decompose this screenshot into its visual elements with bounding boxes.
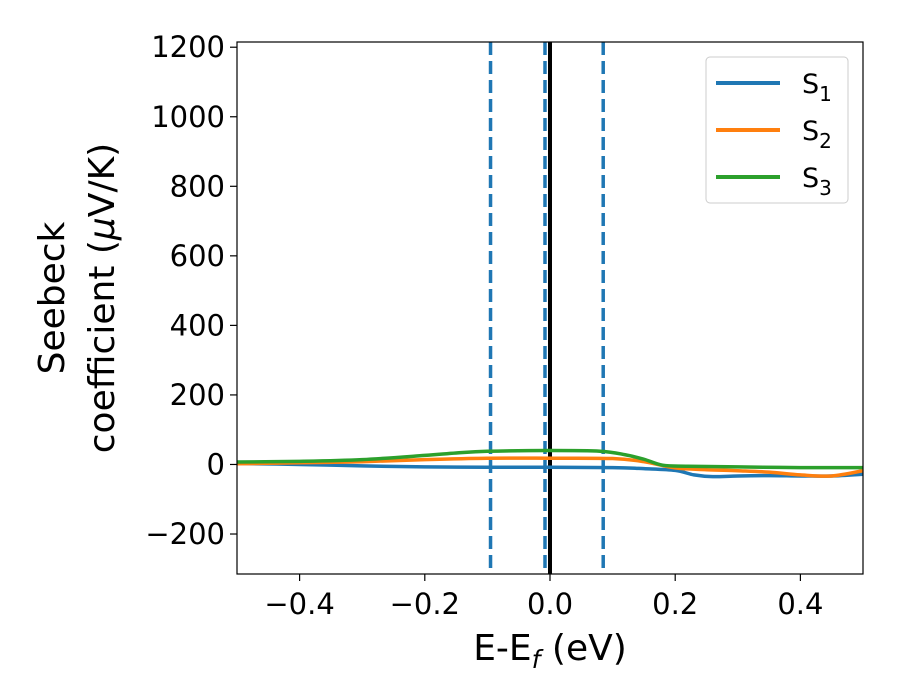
legend-label-s2: S2 [802,116,832,153]
series-line-s2 [237,456,863,478]
y-tick-label: 0 [207,447,225,481]
y-tick-label: 400 [170,308,225,342]
x-axis-label: E-Ef (eV) [473,628,627,674]
legend-label-s1: S1 [802,69,832,106]
y-axis-label-line1: Seebeck [32,221,73,374]
x-ticks: −0.4 −0.2 0.0 0.2 0.4 [264,574,823,621]
x-tick-label: −0.4 [264,587,334,621]
legend: S1 S2 S3 [705,56,849,204]
y-tick-label: 800 [170,169,225,203]
y-axis-label-line2: coefficient (μV/K) [82,143,123,453]
y-ticks: −200 0 200 400 600 800 1000 1200 [145,30,237,551]
x-tick-label: 0.0 [527,587,573,621]
y-axis-label-prefix: coefficient ( [82,240,123,453]
legend-label-s3: S3 [802,163,832,200]
y-axis-label-mu: μ [82,217,123,241]
series-line-s1 [237,461,863,479]
y-tick-label: −200 [145,517,225,551]
y-tick-label: 200 [170,378,225,412]
x-tick-label: 0.4 [777,587,823,621]
x-axis-label-unit: (eV) [540,628,626,669]
x-tick-label: 0.2 [652,587,698,621]
y-tick-label: 1000 [151,100,225,134]
series-lines [237,448,863,479]
y-axis-label-suffix: V/K) [82,143,123,217]
x-axis-label-main: E-E [473,628,531,669]
y-axis-label: Seebeck coefficient (μV/K) [32,143,123,453]
y-tick-label: 600 [170,239,225,273]
x-tick-label: −0.2 [390,587,460,621]
y-tick-label: 1200 [151,30,225,64]
series-line-s3 [237,448,863,470]
vertical-lines [488,42,605,574]
